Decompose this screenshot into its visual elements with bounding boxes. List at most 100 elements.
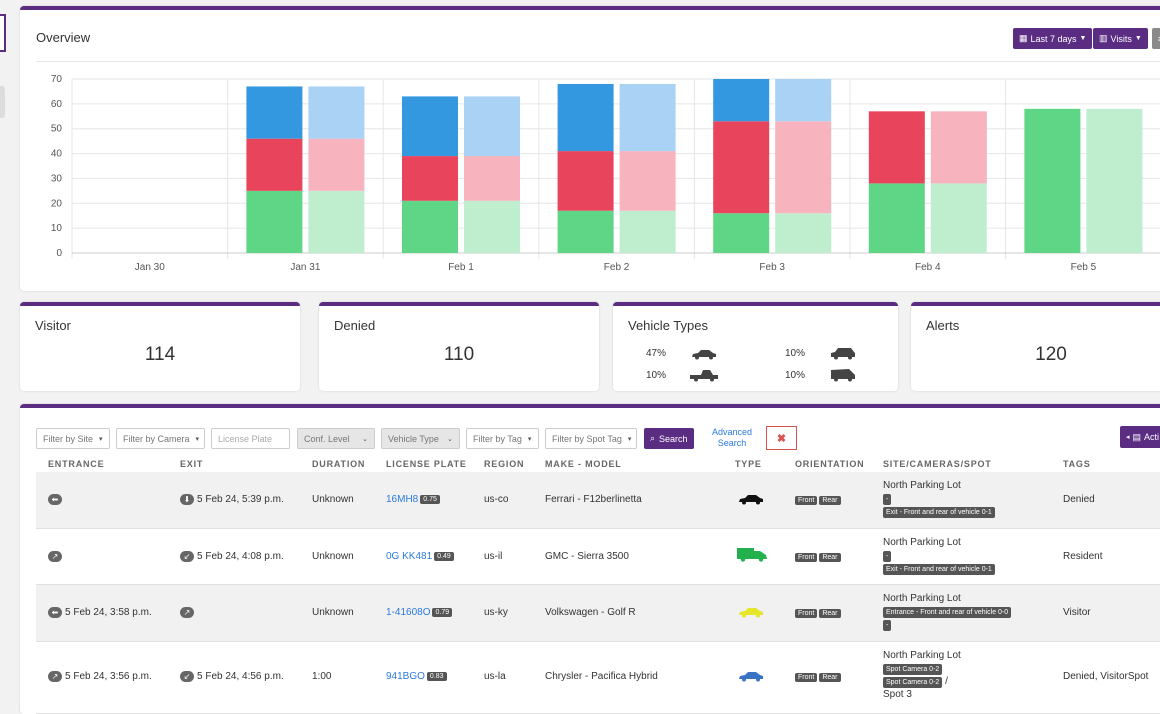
denied-count: 110 bbox=[443, 344, 475, 365]
bar-segment bbox=[619, 210, 676, 253]
col-header-type[interactable]: TYPE bbox=[735, 459, 762, 469]
entrance-cell: ⬅ 5 Feb 24, 3:58 p.m. bbox=[48, 607, 152, 618]
chevron-down-icon: ▾ bbox=[99, 435, 103, 443]
visits-table-card: Filter by Site ▾ Filter by Camera ▾ Licens… bbox=[20, 404, 1160, 714]
region-cell: us-ky bbox=[484, 607, 508, 618]
vehicle-type-pct: 10% bbox=[646, 370, 667, 381]
confidence-badge: 0.79 bbox=[432, 607, 453, 617]
close-icon: ✖ bbox=[776, 432, 787, 445]
plate-link[interactable]: 16MH8 bbox=[386, 494, 419, 505]
search-icon: ⌕ bbox=[650, 433, 656, 443]
chevron-down-icon: ▾ bbox=[527, 435, 532, 443]
site-cell: North Parking Lot - Exit - Front and rea… bbox=[883, 536, 995, 575]
exit-cell: ↙ 5 Feb 24, 4:08 p.m. bbox=[180, 551, 284, 562]
col-header-exit[interactable]: EXIT bbox=[180, 459, 204, 469]
chevron-down-icon: ▾ bbox=[195, 435, 200, 443]
sidebar-button[interactable] bbox=[0, 86, 5, 118]
y-tick-label: 20 bbox=[51, 198, 63, 209]
col-header-region[interactable]: REGION bbox=[484, 459, 525, 469]
plate-cell: 16MH8 0.75 bbox=[386, 494, 440, 505]
bar-segment bbox=[1086, 108, 1143, 253]
arrow-up-right-icon: ↗ bbox=[48, 551, 62, 562]
pickup-icon bbox=[690, 370, 718, 382]
table-row[interactable]: ⬅ ⬇ 5 Feb 24, 5:39 p.m. Unknown 16MH8 0.75… bbox=[36, 472, 1160, 529]
col-header-duration[interactable]: DURATION bbox=[312, 459, 366, 469]
sidebar-edge bbox=[0, 0, 14, 700]
region-cell: us-co bbox=[484, 494, 509, 505]
arrow-left-icon: ⬅ bbox=[48, 494, 62, 505]
bar-segment bbox=[1024, 108, 1081, 253]
y-tick-label: 30 bbox=[51, 173, 63, 184]
col-header-site[interactable]: SITE/CAMERAS/SPOT bbox=[883, 459, 992, 469]
camera-filter[interactable]: Filter by Camera ▾ bbox=[116, 428, 205, 449]
vehicle-type-pct: 47% bbox=[646, 348, 667, 359]
confidence-select[interactable]: Conf. Level ⌄ bbox=[297, 428, 375, 449]
search-button[interactable]: ⌕ Search bbox=[644, 428, 694, 449]
date-range-button[interactable]: ▦ Last 7 days ▼ bbox=[1013, 28, 1093, 49]
col-header-tags[interactable]: TAGS bbox=[1063, 459, 1091, 469]
y-tick-label: 10 bbox=[51, 223, 63, 234]
exit-cell: ↗ bbox=[180, 607, 197, 618]
plate-link[interactable]: 941BGO bbox=[386, 671, 425, 682]
bar-segment bbox=[930, 183, 987, 253]
bar-segment bbox=[930, 111, 987, 184]
table-row[interactable]: ↗ ↙ 5 Feb 24, 4:08 p.m. Unknown 0G KK481 0… bbox=[36, 529, 1160, 585]
plate-cell: 941BGO 0.83 bbox=[386, 671, 447, 682]
arrow-up-right-icon: ↗ bbox=[48, 671, 62, 682]
bar-segment bbox=[246, 86, 303, 139]
bar-segment bbox=[619, 83, 676, 152]
exit-cell: ↙ 5 Feb 24, 4:56 p.m. bbox=[180, 671, 284, 682]
actions-button[interactable]: ◂ ▤ Acti bbox=[1120, 426, 1160, 448]
site-filter[interactable]: Filter by Site ▾ bbox=[36, 428, 110, 449]
visits-chart: 0 10 20 30 40 50 60 70 Jan 30 Jan 31 Feb 1 Feb 2 Feb… bbox=[51, 74, 1160, 273]
vehicle-types-card: Vehicle Types 47% 10% 10% 10% bbox=[613, 302, 898, 391]
table-row[interactable]: ⬅ 5 Feb 24, 3:58 p.m. ↗ Unknown 1-41608O 0… bbox=[36, 585, 1160, 642]
bar-segment bbox=[775, 121, 832, 214]
table-row[interactable]: ↗ 5 Feb 24, 3:56 p.m. ↙ 5 Feb 24, 4:56 p.m… bbox=[36, 642, 1160, 714]
entrance-cell: ↗ 5 Feb 24, 3:56 p.m. bbox=[48, 671, 152, 682]
tag-filter[interactable]: Filter by Tag ▾ bbox=[466, 428, 539, 449]
bar-segment bbox=[775, 79, 832, 122]
plate-link[interactable]: 1-41608O bbox=[386, 607, 431, 618]
confidence-badge: 0.75 bbox=[420, 494, 440, 504]
bar-segment bbox=[246, 190, 303, 253]
clear-filters-button[interactable]: ✖ bbox=[766, 426, 797, 450]
bar-segment bbox=[402, 200, 458, 253]
make-model-cell: Ferrari - F12berlinetta bbox=[545, 494, 642, 505]
license-plate-input[interactable]: License Plate bbox=[211, 428, 290, 449]
spot-tag-filter[interactable]: Filter by Spot Tag ▾ bbox=[545, 428, 637, 449]
advanced-search-link[interactable]: Advanced Search bbox=[711, 427, 753, 448]
plate-link[interactable]: 0G KK481 bbox=[386, 551, 433, 562]
col-header-orientation[interactable]: ORIENTATION bbox=[795, 459, 865, 469]
alerts-title: Alerts bbox=[926, 318, 960, 333]
metric-button[interactable]: ▥ Visits ▼ bbox=[1093, 28, 1148, 49]
vehicle-type-select[interactable]: Vehicle Type ⌄ bbox=[381, 428, 460, 449]
col-header-entrance[interactable]: ENTRANCE bbox=[48, 459, 105, 469]
alerts-count: 120 bbox=[1035, 344, 1067, 365]
sidebar-active-item[interactable] bbox=[0, 14, 6, 52]
confidence-badge: 0.49 bbox=[434, 551, 454, 561]
site-cell: North Parking Lot - Exit - Front and rea… bbox=[883, 479, 995, 518]
entrance-cell: ↗ bbox=[48, 551, 65, 562]
chevron-down-icon: ▼ bbox=[1079, 35, 1087, 42]
bar-chart-icon: ▥ bbox=[1099, 33, 1108, 43]
car-icon bbox=[739, 608, 763, 618]
y-tick-label: 60 bbox=[51, 99, 63, 110]
chevron-left-icon: ◂ bbox=[1126, 434, 1130, 441]
y-tick-label: 50 bbox=[51, 124, 63, 135]
col-header-make-model[interactable]: MAKE - MODEL bbox=[545, 459, 622, 469]
calendar-icon: ▦ bbox=[1019, 33, 1028, 43]
overview-title: Overview bbox=[36, 30, 91, 45]
make-model-cell: Volkswagen - Golf R bbox=[545, 607, 636, 618]
bar-segment bbox=[402, 96, 458, 157]
bar-segment bbox=[713, 121, 770, 214]
car-icon bbox=[739, 672, 763, 682]
denied-card: Denied 110 bbox=[319, 302, 599, 391]
exit-cell: ⬇ 5 Feb 24, 5:39 p.m. bbox=[180, 494, 284, 505]
bar-segment bbox=[619, 151, 676, 211]
list-icon: ▤ bbox=[1132, 431, 1142, 442]
bar-segment bbox=[868, 183, 925, 253]
y-tick-label: 70 bbox=[51, 74, 63, 85]
more-options-button[interactable]: ≡ bbox=[1152, 28, 1160, 49]
col-header-license-plate[interactable]: LICENSE PLATE bbox=[386, 459, 467, 469]
